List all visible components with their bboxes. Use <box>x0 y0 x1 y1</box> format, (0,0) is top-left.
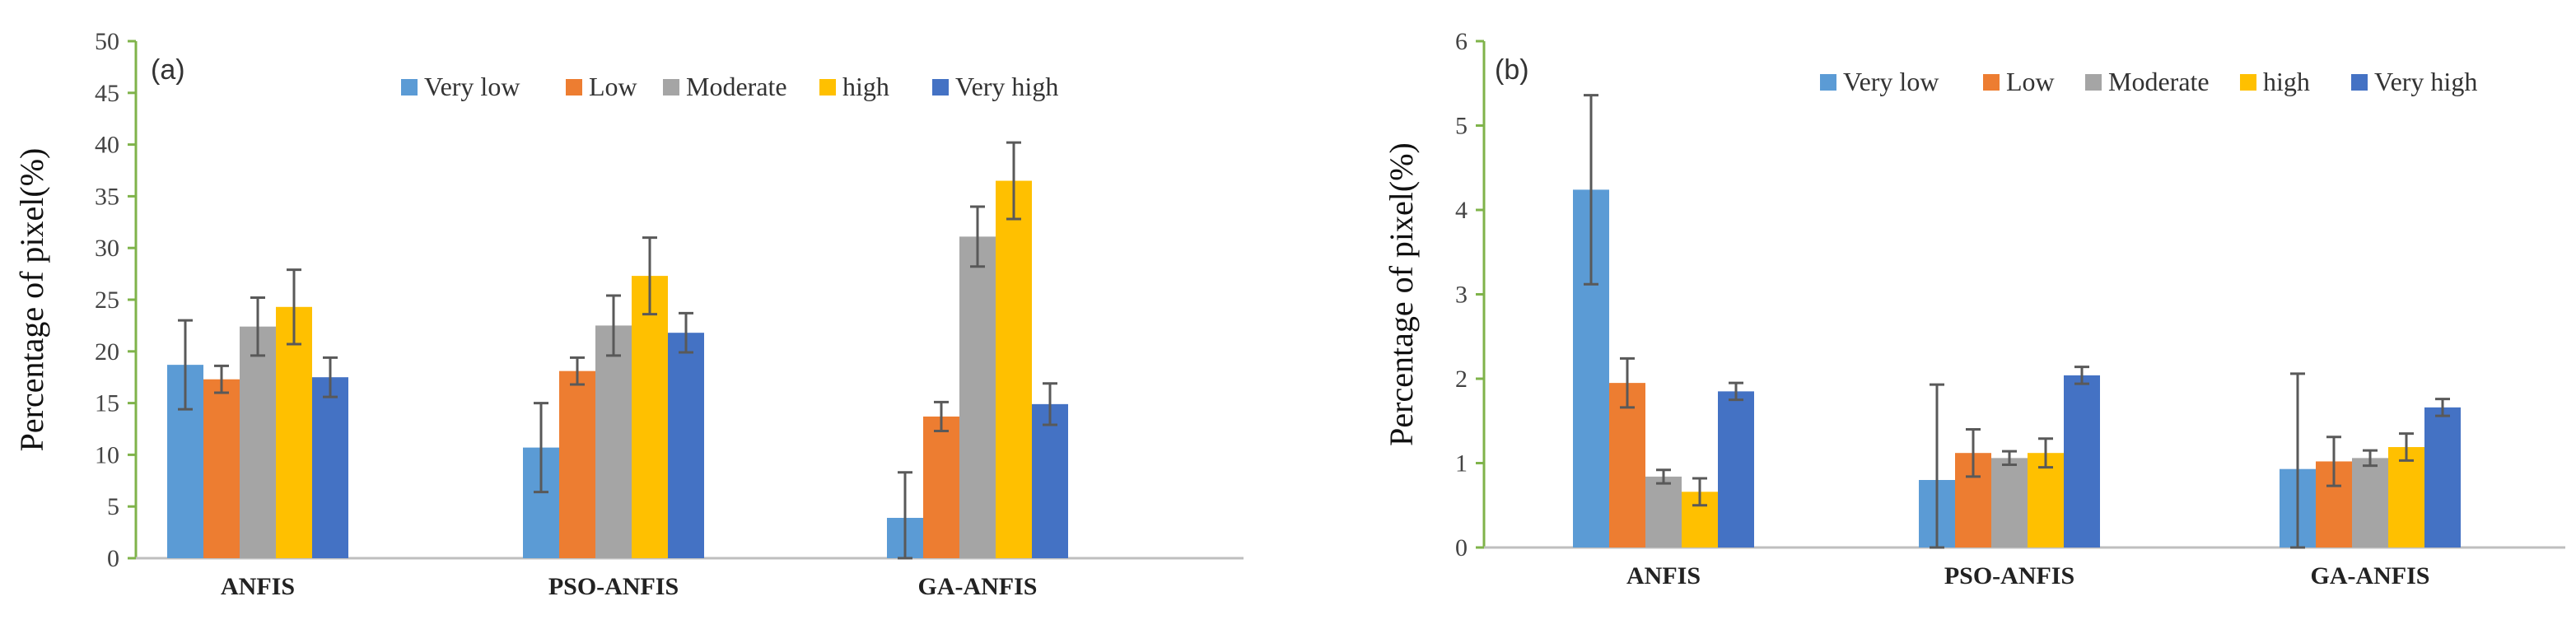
legend-entry: Moderate <box>686 72 787 101</box>
y-tick-label: 3 <box>1455 282 1468 309</box>
y-tick-label: 1 <box>1455 450 1468 478</box>
legend-swatch <box>2240 74 2256 91</box>
x-category-label: GA-ANFIS <box>917 573 1037 600</box>
panel-label: (b) <box>1495 54 1529 86</box>
bar-high-ga-anfis <box>996 180 1032 558</box>
bar-high-pso-anfis <box>2028 453 2064 547</box>
bar-low-pso-anfis <box>559 370 595 558</box>
y-tick-label: 5 <box>107 493 119 520</box>
legend-swatch <box>819 79 836 96</box>
bar-very-high-pso-anfis <box>668 333 704 558</box>
legend-swatch <box>932 79 949 96</box>
legend-entry: Very high <box>955 72 1058 101</box>
bar-very-high-anfis <box>312 377 348 558</box>
bar-moderate-anfis <box>240 326 276 558</box>
y-tick-label: 6 <box>1455 28 1468 55</box>
bar-high-ga-anfis <box>2388 447 2424 547</box>
y-tick-label: 5 <box>1455 113 1468 140</box>
legend-entry: Moderate <box>2108 67 2210 96</box>
legend-swatch <box>566 79 582 96</box>
legend-entry: Low <box>2006 67 2055 96</box>
y-tick-label: 0 <box>1455 534 1468 561</box>
legend-swatch <box>401 79 418 96</box>
legend-entry: high <box>842 72 889 101</box>
y-tick-label: 15 <box>95 390 119 417</box>
legend-entry: Low <box>589 72 637 101</box>
legend-swatch <box>1820 74 1836 91</box>
bar-very-high-anfis <box>1718 391 1754 547</box>
bar-moderate-ga-anfis <box>959 236 996 558</box>
bar-high-anfis <box>276 306 312 558</box>
legend-swatch <box>663 79 679 96</box>
bar-moderate-pso-anfis <box>1991 458 2028 547</box>
y-tick-label: 25 <box>95 287 119 314</box>
bar-low-anfis <box>203 379 240 558</box>
bar-very-high-ga-anfis <box>2424 407 2461 547</box>
bar-very-high-ga-anfis <box>1032 403 1068 558</box>
legend-swatch <box>2351 74 2368 91</box>
y-tick-label: 40 <box>95 132 119 159</box>
bar-moderate-anfis <box>1645 476 1682 547</box>
bar-moderate-pso-anfis <box>595 325 632 558</box>
panel-label: (a) <box>151 54 185 86</box>
y-axis-title: Percentage of pixel(%) <box>13 148 50 452</box>
legend-swatch <box>1983 74 2000 91</box>
x-category-label: PSO-ANFIS <box>548 573 679 600</box>
x-category-label: ANFIS <box>1626 562 1701 589</box>
y-axis-title: Percentage of pixel(%) <box>1383 142 1420 446</box>
chart-panel-b: 0 1 2 3 4 5 6 Percentage of pixel(%) ANFIS PSO-AN… <box>1383 28 2565 589</box>
y-tick-label: 30 <box>95 235 119 262</box>
y-tick-label: 4 <box>1455 197 1468 224</box>
bar-moderate-ga-anfis <box>2352 458 2388 547</box>
x-category-label: PSO-ANFIS <box>1944 562 2074 589</box>
bar-very-high-pso-anfis <box>2064 375 2100 547</box>
y-tick-label: 35 <box>95 183 119 210</box>
y-tick-label: 20 <box>95 338 119 366</box>
y-tick-label: 45 <box>95 80 119 107</box>
bar-high-pso-anfis <box>632 276 668 558</box>
y-tick-label: 10 <box>95 441 119 468</box>
bar-low-ga-anfis <box>923 416 959 558</box>
x-category-label: GA-ANFIS <box>2310 562 2429 589</box>
y-tick-label: 0 <box>107 545 119 572</box>
legend-entry: Very low <box>1843 67 1939 96</box>
legend-entry: high <box>2263 67 2310 96</box>
y-tick-label: 2 <box>1455 366 1468 393</box>
legend-entry: Very low <box>424 72 520 101</box>
legend-entry: Very high <box>2374 67 2477 96</box>
legend-swatch <box>2085 74 2102 91</box>
bar-low-anfis <box>1609 383 1645 547</box>
chart-panel-a: 0 5 10 15 20 25 30 35 40 45 50 Percentage of pixel(… <box>13 28 1244 600</box>
x-category-label: ANFIS <box>221 573 295 600</box>
y-tick-label: 50 <box>95 28 119 55</box>
